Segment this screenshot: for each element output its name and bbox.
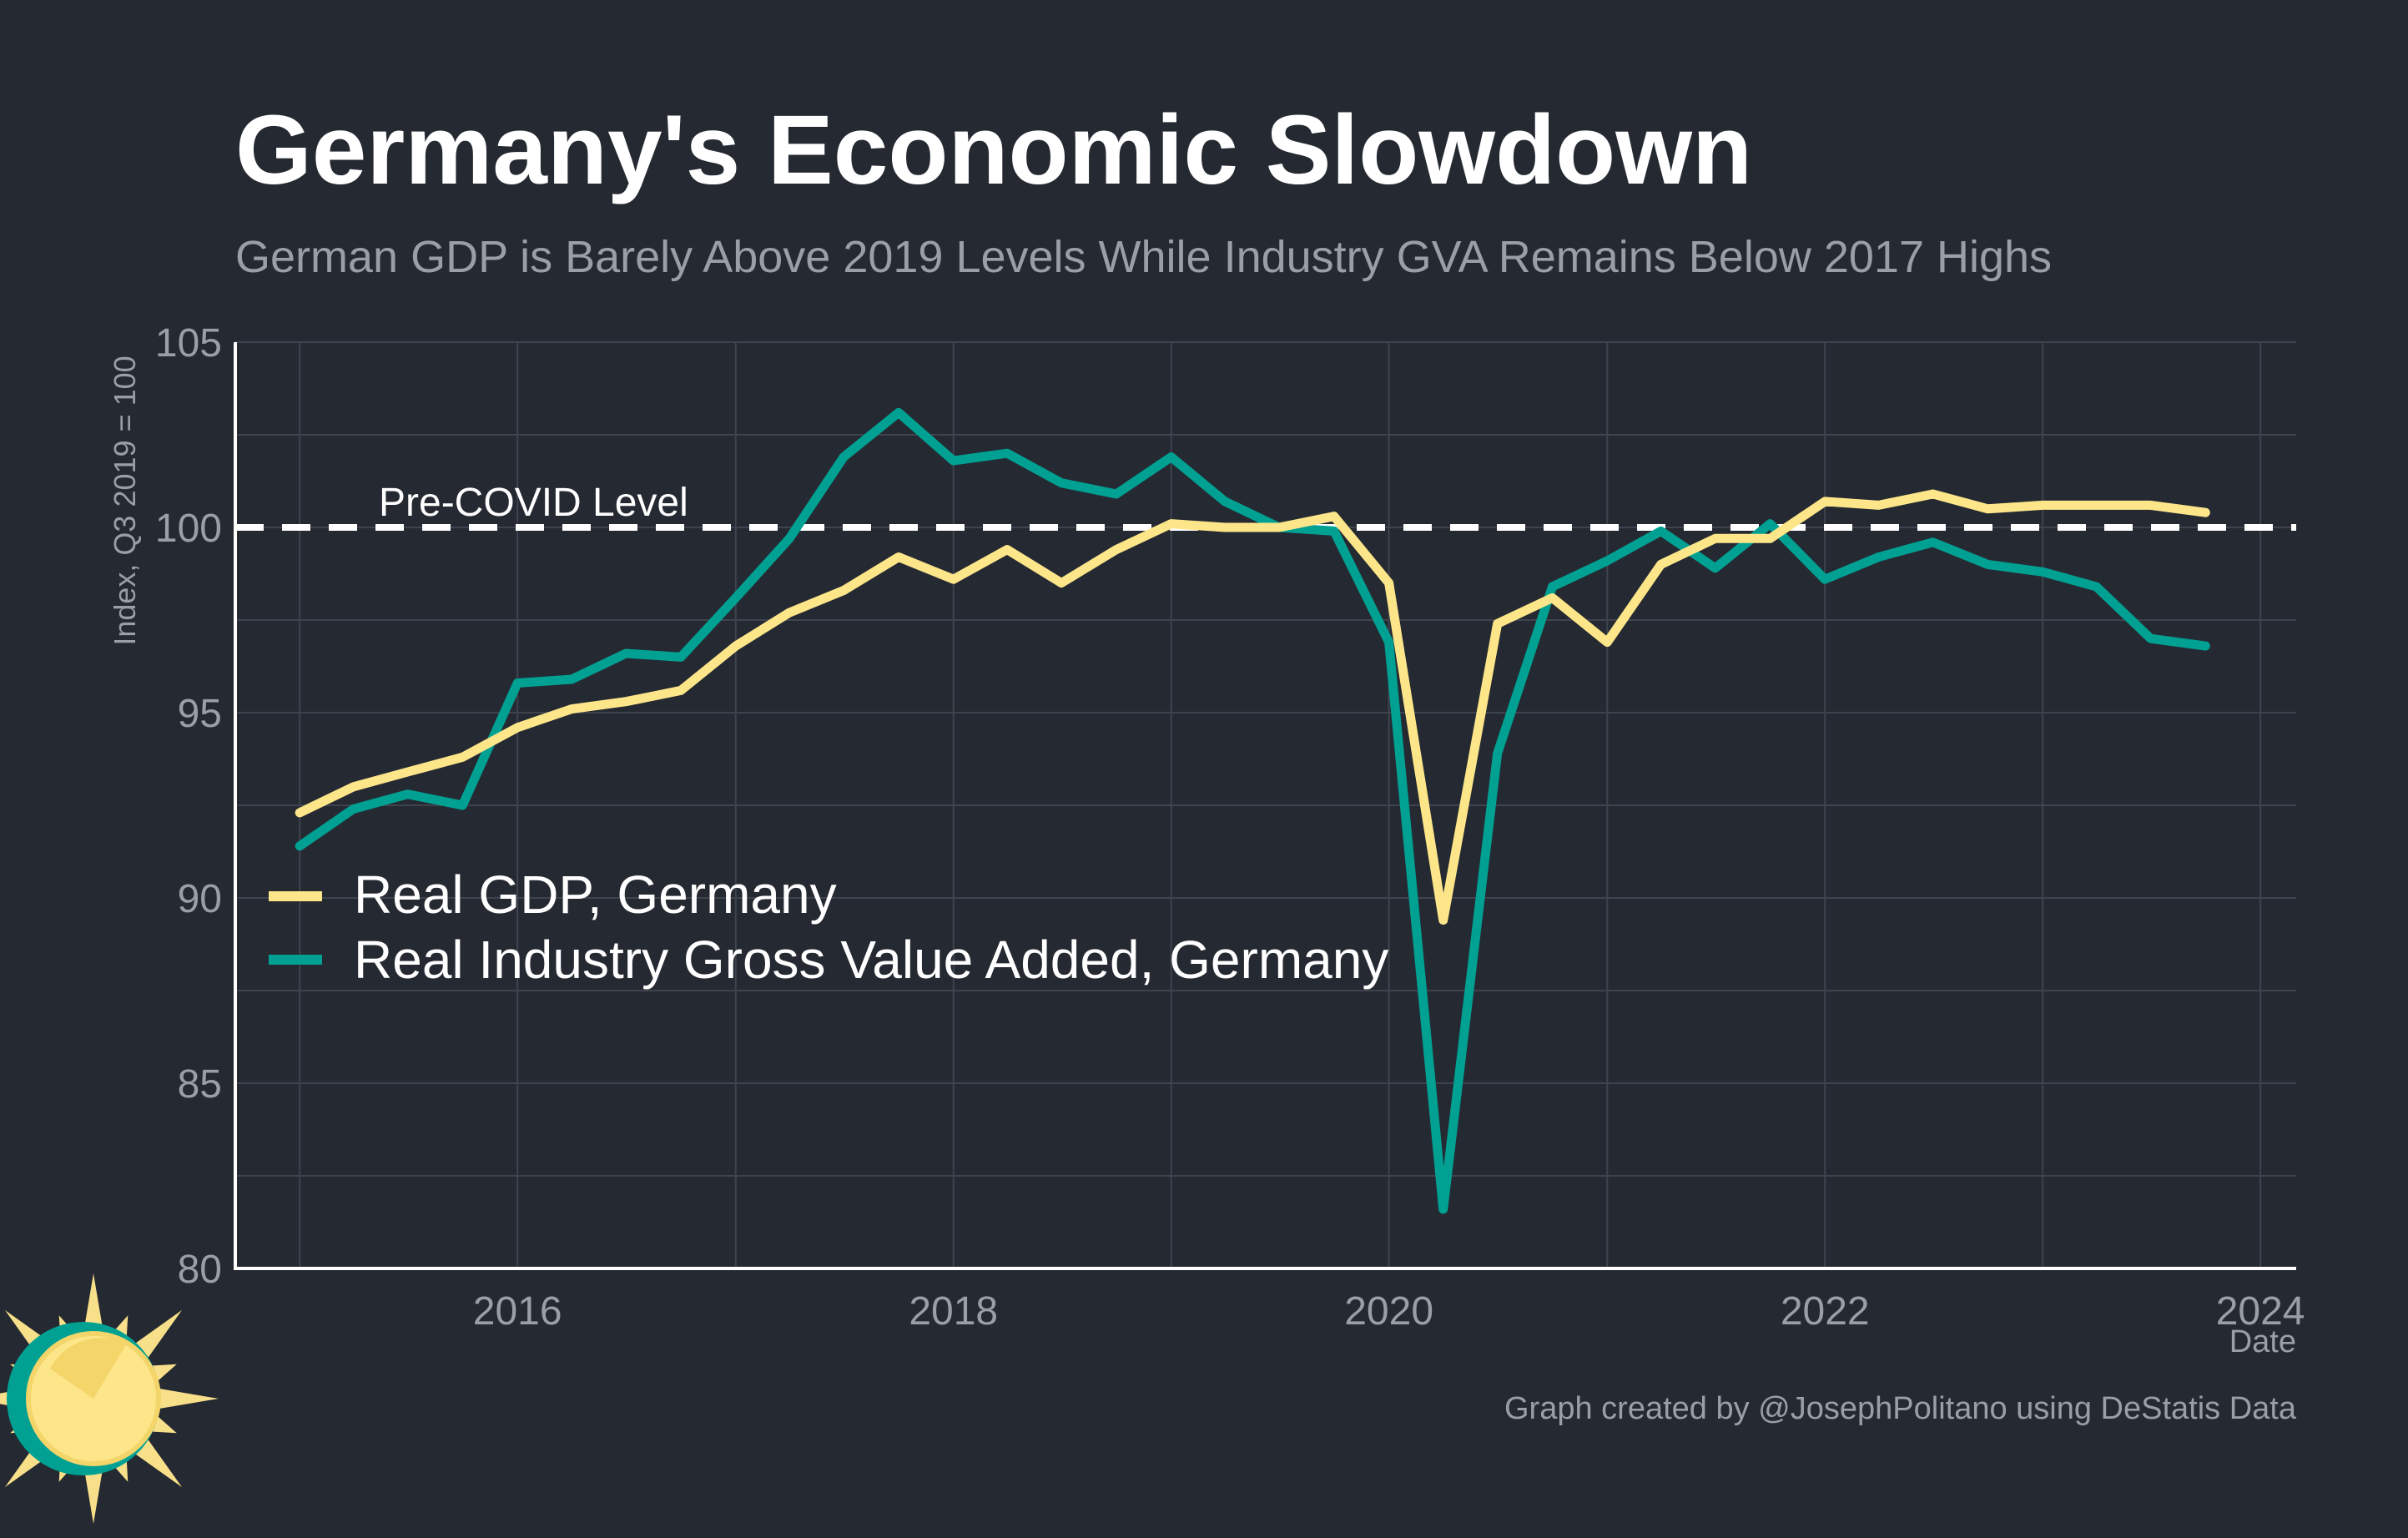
- y-tick-labels: 80 85 90 95 100 105: [155, 321, 222, 1292]
- y-tick-label: 90: [178, 877, 222, 921]
- y-tick-label: 80: [178, 1248, 222, 1292]
- y-axis-label: Index, Q3 2019 = 100: [108, 356, 142, 645]
- x-tick-labels: 2016 2018 2020 2022 2024: [473, 1289, 2305, 1334]
- chart-title: Germany's Economic Slowdown: [235, 95, 1752, 205]
- x-tick-label: 2020: [1344, 1289, 1433, 1334]
- legend-label-gdp: Real GDP, Germany: [354, 865, 837, 925]
- x-tick-label: 2018: [909, 1289, 998, 1334]
- x-tick-label: 2022: [1781, 1289, 1870, 1334]
- x-tick-label: 2024: [2216, 1289, 2305, 1334]
- y-tick-label: 85: [178, 1062, 222, 1107]
- x-tick-label: 2016: [473, 1289, 562, 1334]
- series-line-gdp: [295, 489, 2210, 925]
- chart-subtitle: German GDP is Barely Above 2019 Levels W…: [235, 232, 2052, 282]
- legend-label-industry: Real Industry Gross Value Added, Germany: [354, 930, 1388, 990]
- series-lines: [295, 407, 2210, 1214]
- y-tick-label: 105: [155, 321, 222, 366]
- sun-logo-wedge: [50, 1338, 127, 1399]
- y-tick-label: 95: [178, 692, 222, 736]
- axes: [234, 342, 2296, 1270]
- sun-logo-icon: [0, 1273, 219, 1524]
- credit-text: Graph created by @JosephPolitano using D…: [1504, 1391, 2297, 1426]
- x-axis-label: Date: [2229, 1324, 2296, 1359]
- series-line-industry: [295, 407, 2210, 1214]
- legend: Real GDP, Germany Real Industry Gross Va…: [269, 865, 1388, 990]
- grid-lines: [235, 341, 2296, 1269]
- y-tick-label: 100: [155, 507, 222, 551]
- pre-covid-label: Pre-COVID Level: [379, 481, 688, 525]
